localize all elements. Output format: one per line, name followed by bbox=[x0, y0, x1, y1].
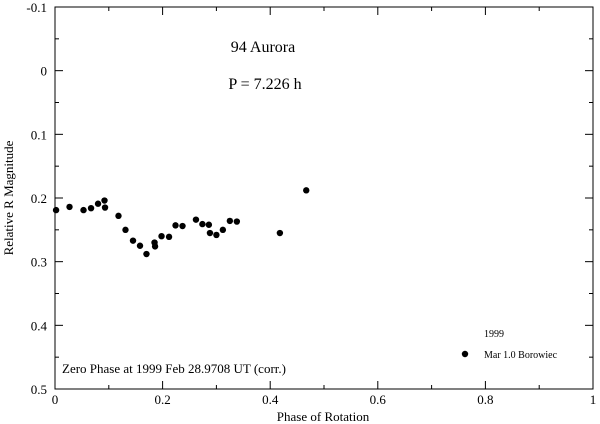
data-point bbox=[122, 226, 129, 234]
data-point bbox=[199, 220, 206, 228]
data-point bbox=[129, 237, 137, 244]
data-point bbox=[87, 204, 95, 212]
chart-title: 94 Aurora bbox=[231, 39, 295, 56]
data-point bbox=[219, 226, 227, 234]
data-point bbox=[66, 203, 73, 211]
data-point bbox=[303, 187, 310, 194]
plot-frame bbox=[54, 6, 594, 390]
x-tick-label: 1 bbox=[590, 392, 597, 407]
y-axis-label: Relative R Magnitude bbox=[1, 140, 16, 255]
legend-entry-label: Mar 1.0 Borowiec bbox=[484, 350, 558, 361]
legend: 1999 Mar 1.0 Borowiec bbox=[461, 329, 558, 361]
data-point bbox=[115, 212, 122, 220]
data-point bbox=[213, 231, 220, 239]
data-point bbox=[136, 242, 144, 249]
y-tick-label: 0.2 bbox=[31, 191, 47, 206]
y-tick-label: 0.5 bbox=[31, 382, 47, 397]
y-tick-label: 0.3 bbox=[31, 255, 47, 270]
data-points bbox=[52, 187, 310, 258]
x-tick-label: 0.4 bbox=[262, 392, 279, 407]
x-axis: 0 0.2 0.4 0.6 0.8 1 bbox=[52, 7, 597, 407]
data-point bbox=[143, 250, 150, 258]
x-tick-label: 0 bbox=[52, 392, 59, 407]
data-point bbox=[172, 222, 179, 229]
data-point bbox=[192, 216, 200, 223]
x-tick-label: 0.6 bbox=[370, 392, 387, 407]
y-tick-label: 0.4 bbox=[31, 318, 48, 333]
data-point bbox=[233, 218, 241, 225]
x-tick-label: 0.8 bbox=[477, 392, 493, 407]
x-tick-label: 0.2 bbox=[154, 392, 170, 407]
data-point bbox=[276, 229, 284, 237]
data-point bbox=[206, 229, 214, 237]
data-point bbox=[101, 197, 108, 204]
data-point bbox=[101, 204, 109, 211]
data-point bbox=[179, 222, 186, 230]
data-point bbox=[226, 217, 234, 225]
y-tick-label: 0.1 bbox=[31, 127, 47, 142]
chart-subtitle: P = 7.226 h bbox=[228, 76, 301, 93]
x-axis-label: Phase of Rotation bbox=[277, 409, 370, 424]
y-tick-label: 0 bbox=[41, 64, 48, 79]
data-point bbox=[80, 206, 87, 214]
data-point bbox=[94, 200, 102, 207]
legend-heading: 1999 bbox=[484, 329, 504, 340]
legend-marker bbox=[461, 350, 469, 358]
data-point bbox=[165, 233, 173, 241]
zero-phase-annotation: Zero Phase at 1999 Feb 28.9708 UT (corr.… bbox=[62, 361, 286, 376]
data-point bbox=[151, 243, 159, 250]
y-tick-label: -0.1 bbox=[26, 0, 47, 15]
data-point bbox=[158, 233, 165, 240]
data-point bbox=[205, 221, 213, 228]
y-axis: -0.1 0 0.1 0.2 0.3 0.4 0.5 bbox=[26, 0, 593, 397]
data-point bbox=[52, 206, 60, 214]
